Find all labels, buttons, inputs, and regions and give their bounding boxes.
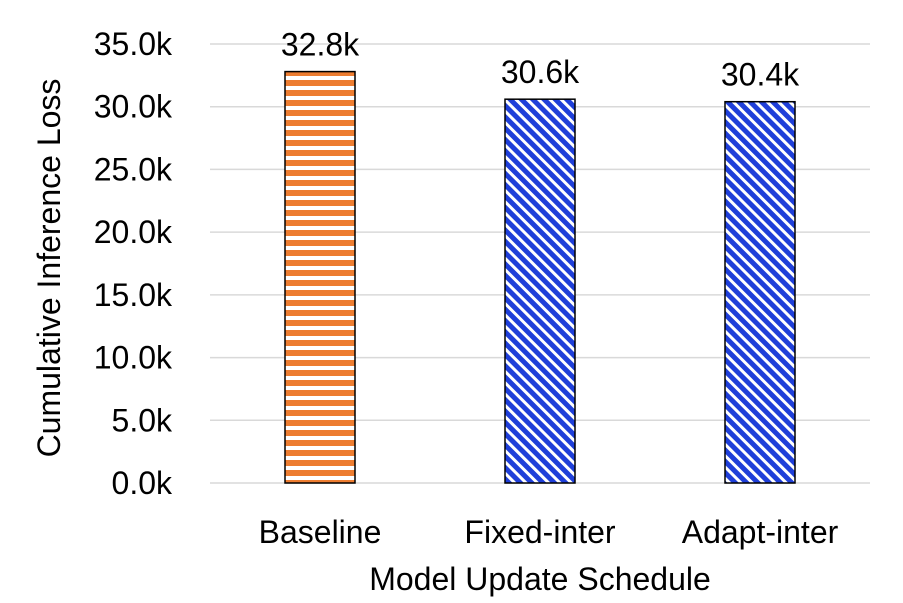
x-category-label: Baseline <box>259 514 382 550</box>
y-tick-label: 20.0k <box>94 214 173 250</box>
bar-adapt-inter <box>724 100 796 484</box>
value-label: 30.6k <box>501 54 580 90</box>
x-axis-title: Model Update Schedule <box>369 561 711 597</box>
y-tick-label: 0.0k <box>112 465 173 501</box>
x-category-label: Fixed-inter <box>464 514 616 550</box>
bars <box>284 70 796 484</box>
bar-fixed-inter <box>504 98 576 484</box>
y-tick-label: 5.0k <box>112 402 173 438</box>
y-tick-label: 15.0k <box>94 277 173 313</box>
y-axis-title: Cumulative Inference Loss <box>31 79 67 458</box>
y-tick-label: 25.0k <box>94 151 173 187</box>
value-labels: 32.8k 30.6k 30.4k <box>281 27 800 93</box>
x-category-labels: Baseline Fixed-inter Adapt-inter <box>259 514 839 550</box>
x-category-label: Adapt-inter <box>682 514 839 550</box>
y-tick-label: 10.0k <box>94 340 173 376</box>
value-label: 30.4k <box>721 57 800 93</box>
bar-baseline <box>284 70 356 484</box>
y-tick-label: 35.0k <box>94 26 173 62</box>
value-label: 32.8k <box>281 27 360 63</box>
y-tick-label: 30.0k <box>94 89 173 125</box>
y-tick-labels: 0.0k 5.0k 10.0k 15.0k 20.0k 25.0k 30.0k 35.0k <box>94 26 173 501</box>
